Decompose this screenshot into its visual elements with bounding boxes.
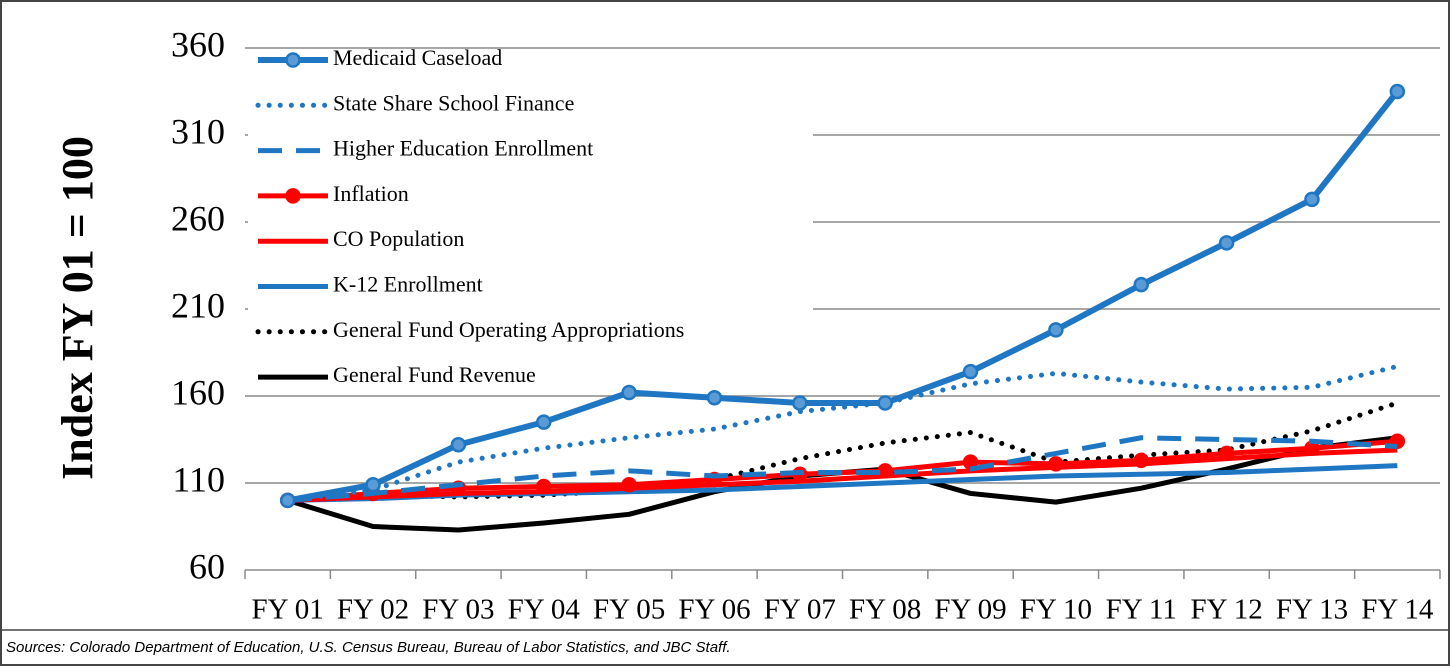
y-tick-label: 110 xyxy=(172,459,225,499)
series-marker xyxy=(279,492,296,509)
y-tick-label: 360 xyxy=(171,24,225,64)
series-marker xyxy=(1389,83,1406,100)
legend-marker xyxy=(285,188,301,204)
legend-marker xyxy=(285,52,301,68)
series-line xyxy=(287,435,1398,503)
legend-label: General Fund Revenue xyxy=(333,362,536,387)
series-marker xyxy=(877,463,893,479)
series-marker xyxy=(1304,191,1320,208)
y-tick-label: 310 xyxy=(171,111,225,151)
series-line xyxy=(287,447,1398,503)
series-marker xyxy=(536,478,552,495)
legend-background xyxy=(248,49,813,390)
x-tick-label: FY 07 xyxy=(764,594,836,626)
series-marker xyxy=(536,414,552,430)
series-marker xyxy=(450,436,467,453)
x-tick-label: FY 08 xyxy=(849,594,921,626)
series-marker xyxy=(621,476,637,493)
x-tick-label: FY 06 xyxy=(678,594,750,626)
series-marker xyxy=(962,363,979,380)
x-tick-label: FY 01 xyxy=(252,594,324,626)
legend-label: General Fund Operating Appropriations xyxy=(333,317,684,342)
x-tick-label: FY 11 xyxy=(1106,594,1177,626)
series-marker xyxy=(1218,445,1235,462)
series-marker xyxy=(1048,322,1064,338)
source-note: Sources: Colorado Department of Educatio… xyxy=(6,639,731,656)
x-tick-label: FY 10 xyxy=(1020,594,1092,626)
x-tick-label: FY 09 xyxy=(934,594,1006,626)
series-marker xyxy=(792,395,808,411)
legend-label: K-12 Enrollment xyxy=(333,272,483,297)
x-tick-label: FY 04 xyxy=(508,594,581,626)
legend-label: CO Population xyxy=(333,226,464,251)
series-line xyxy=(287,438,1398,503)
legend-label: Inflation xyxy=(333,181,409,206)
series-line xyxy=(287,89,1400,504)
legend-label: Medicaid Caseload xyxy=(333,45,502,70)
y-tick-label: 160 xyxy=(171,372,225,412)
series-marker xyxy=(1048,456,1064,472)
x-tick-label: FY 03 xyxy=(422,594,494,626)
x-tick-label: FY 05 xyxy=(593,594,665,626)
y-axis-label: Index FY 01 = 100 xyxy=(53,136,102,480)
x-tick-label: FY 12 xyxy=(1190,594,1262,626)
series-marker xyxy=(621,384,637,401)
legend-label: Higher Education Enrollment xyxy=(333,136,593,161)
legend-label: State Share School Finance xyxy=(333,90,574,115)
series-marker xyxy=(706,389,723,406)
x-tick-label: FY 14 xyxy=(1361,594,1434,626)
y-tick-label: 60 xyxy=(189,546,225,586)
series-line xyxy=(285,363,1400,503)
x-tick-label: FY 13 xyxy=(1276,594,1348,626)
y-tick-label: 210 xyxy=(171,285,225,325)
series-marker xyxy=(1218,235,1235,251)
x-tick-label: FY 02 xyxy=(337,594,409,626)
series-marker xyxy=(1133,276,1149,293)
series-marker xyxy=(877,395,893,411)
y-tick-label: 260 xyxy=(171,198,225,238)
series-marker xyxy=(365,476,381,493)
series-marker xyxy=(1133,452,1149,469)
